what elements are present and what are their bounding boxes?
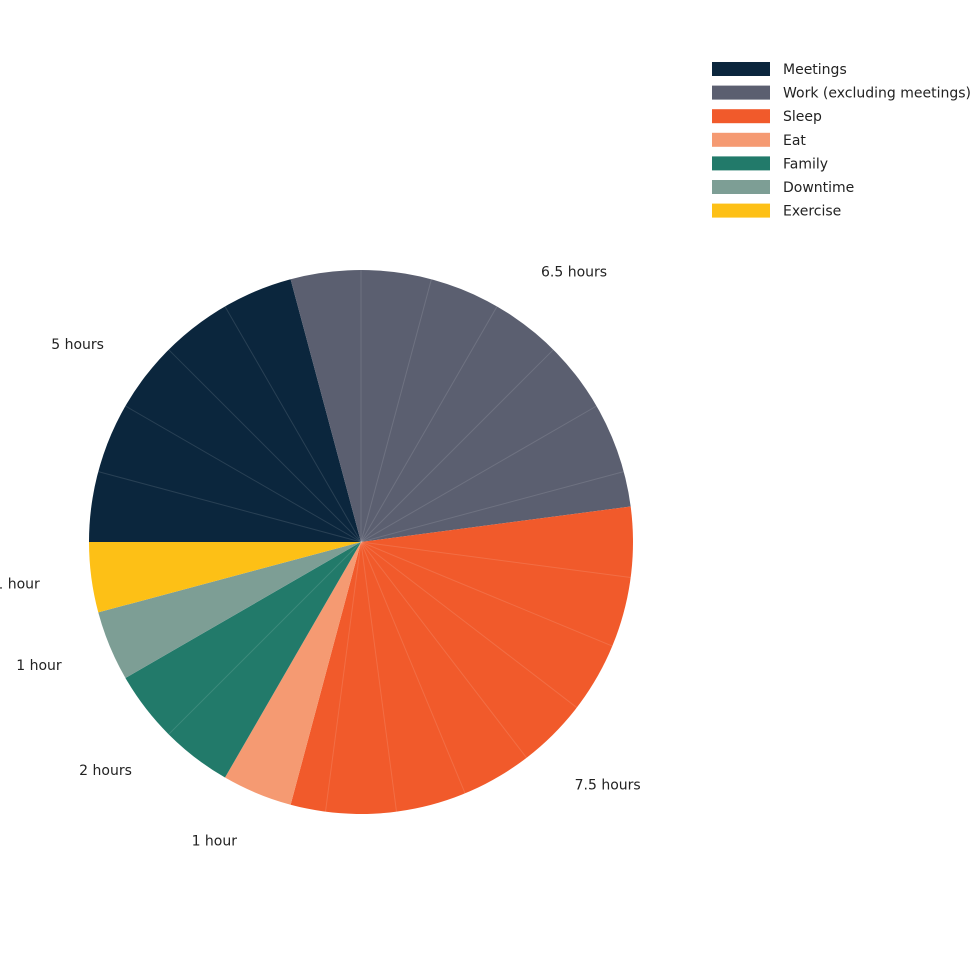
hour-divider — [360, 471, 624, 543]
pie-slice — [225, 542, 361, 805]
legend-label: Sleep — [783, 109, 822, 125]
pie-slice — [89, 279, 361, 542]
pie-slice — [125, 542, 361, 778]
hour-divider — [360, 541, 631, 578]
hour-divider — [360, 541, 466, 794]
pie-slice — [290, 506, 633, 814]
legend-swatch — [712, 156, 770, 171]
legend-label: Eat — [783, 133, 806, 149]
slice-label: 5 hours — [51, 337, 104, 353]
legend-swatch — [712, 203, 770, 218]
legend-label: Meetings — [783, 62, 847, 78]
legend-label: Work (excluding meetings) — [783, 86, 971, 102]
hour-divider — [168, 349, 362, 543]
legend-label: Family — [783, 156, 828, 172]
hour-divider — [360, 306, 498, 543]
slice-label: 1 hour — [192, 833, 238, 849]
slice-label: 2 hours — [79, 763, 132, 779]
hour-divider — [325, 541, 362, 812]
hour-divider — [360, 541, 397, 812]
hour-divider — [360, 541, 527, 759]
hour-divider — [168, 541, 362, 735]
hour-divider — [360, 405, 597, 543]
legend-swatch — [712, 62, 770, 76]
hour-divider — [125, 405, 362, 543]
slice-label: 7.5 hours — [575, 778, 641, 794]
legend-swatch — [712, 85, 770, 100]
legend-swatch — [712, 180, 770, 194]
pie-slice — [89, 542, 361, 613]
slice-label: 1 hour — [16, 658, 62, 674]
legend-swatch — [712, 109, 770, 124]
legend-label: Downtime — [783, 180, 854, 196]
hour-divider — [360, 541, 578, 708]
slice-label: 6.5 hours — [541, 265, 607, 281]
pie-slice — [290, 270, 631, 542]
slice-label: 1 hour — [0, 576, 40, 592]
hour-divider — [360, 541, 613, 647]
hour-divider — [224, 306, 362, 543]
hour-divider — [360, 279, 432, 543]
pie-slice — [98, 542, 361, 678]
hour-divider — [360, 349, 554, 543]
hour-divider — [98, 471, 362, 543]
legend-label: Exercise — [783, 204, 841, 220]
legend-swatch — [712, 132, 770, 147]
